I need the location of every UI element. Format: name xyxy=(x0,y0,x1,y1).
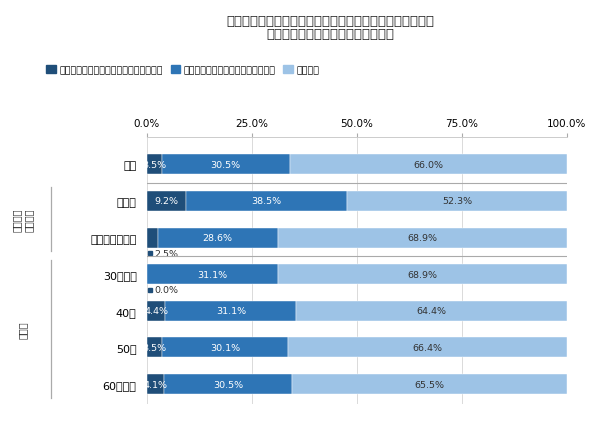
Text: 4.4%: 4.4% xyxy=(144,307,168,316)
Bar xyxy=(296,301,566,321)
Text: 「アルムナイ」「カムバック制度」「出戻り制度」などと: 「アルムナイ」「カムバック制度」「出戻り制度」などと xyxy=(226,15,434,28)
Bar xyxy=(147,374,164,394)
Bar xyxy=(147,155,162,175)
Bar xyxy=(147,228,157,248)
Text: 68.9%: 68.9% xyxy=(407,270,437,279)
Bar xyxy=(278,228,567,248)
Bar xyxy=(290,155,567,175)
Text: 65.5%: 65.5% xyxy=(415,380,445,389)
Text: 31.1%: 31.1% xyxy=(216,307,246,316)
Text: 0.0%: 0.0% xyxy=(155,286,179,295)
Bar xyxy=(147,338,162,358)
Text: 就業の雇
用形態別: 就業の雇 用形態別 xyxy=(12,208,34,231)
Text: 3.5%: 3.5% xyxy=(142,160,166,169)
Text: 2.5%: 2.5% xyxy=(155,249,179,258)
Bar xyxy=(164,374,292,394)
Text: 66.0%: 66.0% xyxy=(413,160,443,169)
Bar xyxy=(147,264,278,285)
Text: 68.9%: 68.9% xyxy=(407,233,437,243)
Text: 30.5%: 30.5% xyxy=(213,380,244,389)
Text: 52.3%: 52.3% xyxy=(442,197,472,206)
Bar xyxy=(347,191,567,212)
Legend: 知っており、実際に利用したことがある, 知っているが、利用したことはない, 知らない: 知っており、実際に利用したことがある, 知っているが、利用したことはない, 知ら… xyxy=(43,62,323,79)
Text: 30.1%: 30.1% xyxy=(210,343,240,352)
Text: 9.2%: 9.2% xyxy=(154,197,178,206)
Text: 3.5%: 3.5% xyxy=(142,343,166,352)
Text: 31.1%: 31.1% xyxy=(197,270,227,279)
Bar xyxy=(292,374,568,394)
Text: 呼ばれている制度をご存じですか？: 呼ばれている制度をご存じですか？ xyxy=(266,28,394,41)
Bar xyxy=(162,338,288,358)
Bar xyxy=(278,264,567,285)
Text: 64.4%: 64.4% xyxy=(416,307,446,316)
Bar xyxy=(288,338,567,358)
Bar xyxy=(185,191,347,212)
Text: 38.5%: 38.5% xyxy=(251,197,281,206)
Text: 66.4%: 66.4% xyxy=(413,343,443,352)
Bar xyxy=(162,155,290,175)
Bar xyxy=(147,301,166,321)
Bar xyxy=(147,191,185,212)
Text: 年代別: 年代別 xyxy=(18,320,28,338)
Bar xyxy=(166,301,296,321)
Text: 28.6%: 28.6% xyxy=(203,233,233,243)
Text: 4.1%: 4.1% xyxy=(143,380,167,389)
Text: 30.5%: 30.5% xyxy=(211,160,241,169)
Bar xyxy=(157,228,278,248)
